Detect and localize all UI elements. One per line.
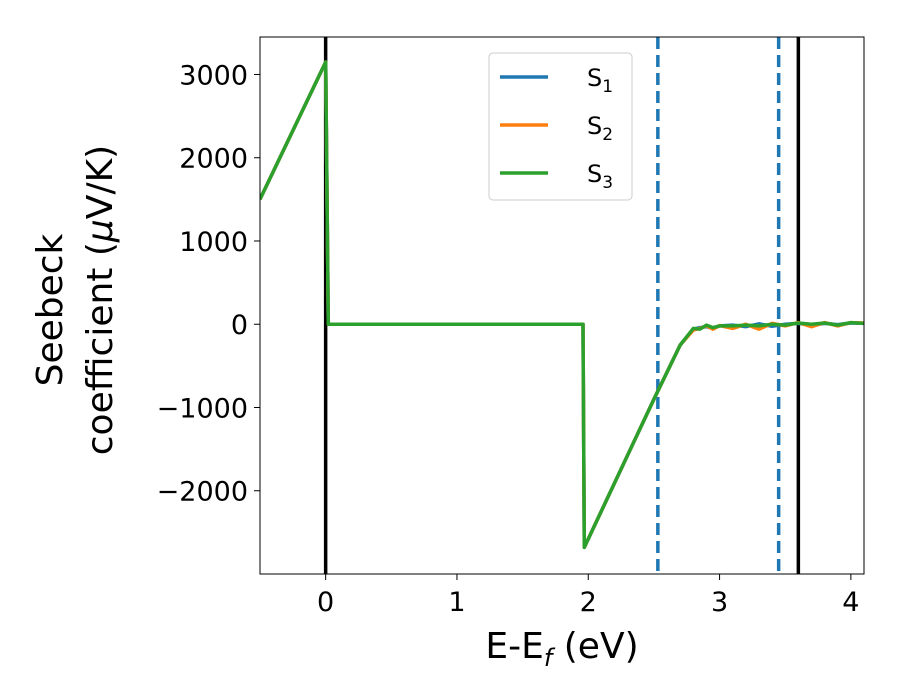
y-tick-label: 2000 xyxy=(179,144,248,175)
legend: S1 S2 S3 xyxy=(488,52,633,201)
y-axis-label-line1: Seebeck xyxy=(30,233,71,386)
y-tick-label: −2000 xyxy=(157,477,248,508)
x-axis-label: E-Ef (eV) xyxy=(485,626,638,672)
y-axis-ticks: −2000 −1000 0 1000 2000 3000 xyxy=(157,60,260,508)
x-axis-ticks: 0 1 2 3 4 xyxy=(317,574,859,618)
series-line-S3 xyxy=(260,60,864,550)
x-tick-label: 0 xyxy=(317,587,334,618)
plot-frame xyxy=(259,36,865,575)
x-tick-label: 3 xyxy=(711,587,728,618)
y-axis-label-line2: coefficient (μV/K) xyxy=(80,145,121,455)
x-tick-label: 2 xyxy=(580,587,597,618)
legend-box xyxy=(488,52,633,201)
legend-label-S2: S2 xyxy=(587,112,613,145)
x-tick-label: 1 xyxy=(448,587,465,618)
y-tick-label: −1000 xyxy=(157,393,248,424)
plot-area xyxy=(260,37,864,574)
y-tick-label: 1000 xyxy=(179,227,248,258)
series-lines xyxy=(260,60,864,550)
legend-label-S3: S3 xyxy=(587,160,613,193)
y-tick-label: 0 xyxy=(231,310,248,341)
legend-label-S1: S1 xyxy=(587,64,613,97)
y-tick-label: 3000 xyxy=(179,60,248,91)
x-tick-label: 4 xyxy=(842,587,859,618)
legend-entries: S1 S2 S3 xyxy=(500,64,613,193)
